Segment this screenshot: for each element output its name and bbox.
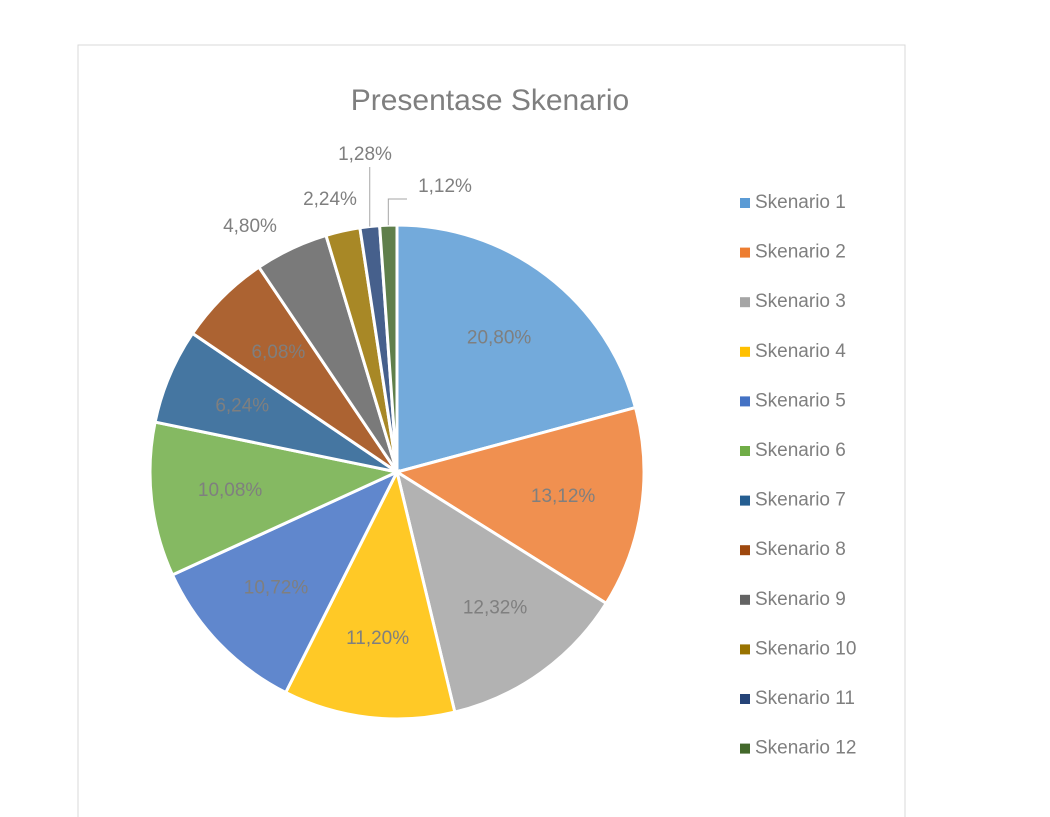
- legend-label: Skenario 3: [755, 291, 846, 312]
- data-label: 10,72%: [244, 578, 309, 599]
- data-label: 1,28%: [338, 144, 392, 165]
- data-label: 10,08%: [198, 480, 263, 501]
- data-label: 2,24%: [303, 189, 357, 210]
- legend-label: Skenario 5: [755, 390, 846, 411]
- legend-label: Skenario 11: [755, 688, 855, 709]
- data-label: 4,80%: [223, 216, 277, 237]
- legend-swatch: [740, 744, 750, 754]
- legend-swatch: [740, 496, 750, 506]
- legend-swatch: [740, 644, 750, 654]
- data-label: 6,24%: [215, 396, 269, 417]
- legend-label: Skenario 2: [755, 242, 846, 263]
- data-label: 1,12%: [418, 176, 472, 197]
- legend-label: Skenario 1: [755, 192, 846, 213]
- legend-swatch: [740, 446, 750, 456]
- legend-swatch: [740, 545, 750, 555]
- data-label: 13,12%: [531, 486, 596, 507]
- legend-swatch: [740, 347, 750, 357]
- legend-swatch: [740, 297, 750, 307]
- legend-swatch: [740, 694, 750, 704]
- legend-swatch: [740, 396, 750, 406]
- legend-swatch: [740, 198, 750, 208]
- legend-label: Skenario 6: [755, 440, 846, 461]
- legend-label: Skenario 12: [755, 738, 856, 759]
- legend-label: Skenario 8: [755, 539, 846, 560]
- legend-label: Skenario 7: [755, 490, 846, 511]
- data-label: 12,32%: [463, 597, 528, 618]
- chart-title: Presentase Skenario: [351, 84, 630, 117]
- legend-label: Skenario 10: [755, 638, 856, 659]
- chart: Presentase Skenario 20,80% 13,12% 12,32% 11…: [0, 0, 1050, 817]
- legend-swatch: [740, 248, 750, 258]
- data-label: 20,80%: [467, 328, 532, 349]
- data-label: 6,08%: [251, 342, 305, 363]
- legend-label: Skenario 9: [755, 589, 846, 610]
- data-label: 11,20%: [346, 628, 409, 649]
- legend-swatch: [740, 595, 750, 605]
- legend-label: Skenario 4: [755, 341, 846, 362]
